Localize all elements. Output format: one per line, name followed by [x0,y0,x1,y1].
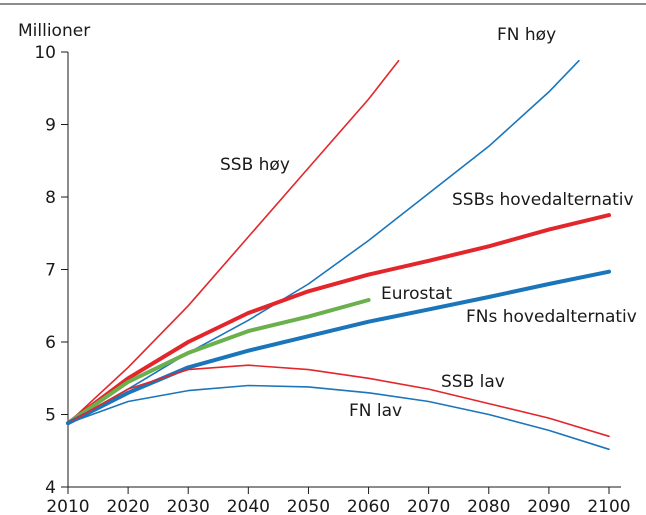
line-series [66,213,611,426]
y-tick-label: 8 [45,188,56,208]
x-tick-label: 2070 [407,497,450,515]
x-tick-label: 2050 [287,497,330,515]
series-label: SSBs hovedalternativ [452,190,634,210]
x-tick-label: 2100 [587,497,630,515]
x-tick-label: 2020 [106,497,149,515]
line-series [67,59,400,424]
y-tick-label: 4 [45,478,56,498]
y-tick-label: 6 [45,333,56,353]
series-label: Eurostat [381,284,452,304]
y-axis-label: Millioner [18,21,90,41]
series-label: SSB lav [441,372,505,392]
y-tick-label: 7 [45,261,56,281]
line-series [67,384,610,451]
line-series [67,364,610,438]
y-tick-label: 10 [34,43,56,63]
x-tick-label: 2030 [167,497,210,515]
x-tick-label: 2060 [347,497,390,515]
line-series [66,298,371,426]
y-tick-label: 5 [45,406,56,426]
series-label: FN lav [349,401,402,421]
x-tick-label: 2090 [527,497,570,515]
x-tick-label: 2080 [467,497,510,515]
series-label: FN høy [497,25,556,45]
series-label: SSB høy [220,155,290,175]
y-tick-label: 9 [45,116,56,136]
x-tick-label: 2040 [227,497,270,515]
line-series [66,269,611,426]
line-series [67,59,580,424]
x-tick-label: 2010 [46,497,89,515]
series-label: FNs hovedalternativ [466,307,637,327]
